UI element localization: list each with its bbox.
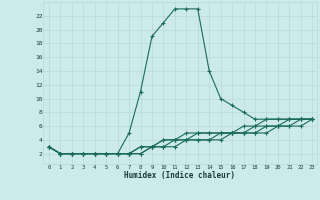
X-axis label: Humidex (Indice chaleur): Humidex (Indice chaleur) [124, 171, 236, 180]
